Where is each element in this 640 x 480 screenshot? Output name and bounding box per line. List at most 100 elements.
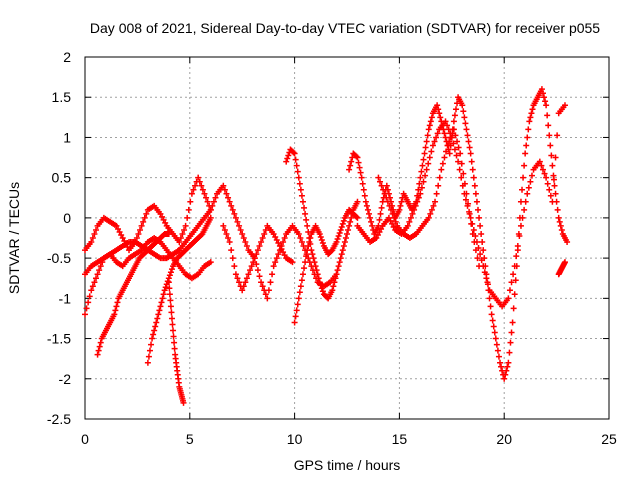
data-point xyxy=(386,202,393,209)
data-point xyxy=(462,196,469,203)
data-point xyxy=(239,230,246,237)
data-point xyxy=(228,202,235,209)
data-point xyxy=(334,236,341,243)
data-point xyxy=(547,192,554,199)
data-point xyxy=(162,284,169,291)
data-point xyxy=(477,251,484,258)
data-point xyxy=(422,172,429,179)
data-point xyxy=(564,239,571,246)
data-point xyxy=(141,214,148,221)
grid-layer xyxy=(85,57,609,419)
data-point xyxy=(188,190,195,197)
data-point xyxy=(234,275,241,282)
data-point xyxy=(463,126,470,133)
data-point xyxy=(298,192,305,199)
data-point xyxy=(346,222,353,229)
data-point xyxy=(313,267,320,274)
data-point xyxy=(471,182,478,189)
data-point xyxy=(336,259,343,266)
data-point xyxy=(451,146,458,153)
data-point xyxy=(95,347,102,354)
data-point xyxy=(297,186,304,193)
data-point xyxy=(168,266,175,273)
data-point xyxy=(91,230,98,237)
data-point xyxy=(418,184,425,191)
data-point xyxy=(529,106,536,113)
data-point xyxy=(429,142,436,149)
data-point xyxy=(374,231,381,238)
data-point xyxy=(441,130,448,137)
data-point xyxy=(547,142,554,149)
data-point xyxy=(527,114,534,121)
data-point xyxy=(419,162,426,169)
data-point xyxy=(554,132,561,139)
data-point xyxy=(342,235,349,241)
data-point xyxy=(333,239,340,246)
data-point xyxy=(428,148,435,155)
data-point xyxy=(270,230,277,237)
data-point xyxy=(472,247,479,254)
data-point xyxy=(144,359,151,366)
data-point xyxy=(478,230,485,237)
data-point xyxy=(373,235,380,241)
data-point xyxy=(441,154,448,161)
data-point xyxy=(119,235,126,241)
data-point xyxy=(389,220,396,227)
data-point xyxy=(369,222,376,229)
data-point xyxy=(528,172,535,179)
data-point xyxy=(460,170,467,177)
series-track-6 xyxy=(165,279,187,406)
data-point xyxy=(115,225,122,232)
data-point xyxy=(390,223,397,230)
data-point xyxy=(512,277,519,284)
data-point xyxy=(171,345,178,352)
data-point xyxy=(112,307,119,314)
data-point xyxy=(296,180,303,187)
data-point xyxy=(432,198,439,205)
data-point xyxy=(552,190,559,197)
data-point xyxy=(297,235,304,241)
data-point xyxy=(199,186,206,193)
data-point xyxy=(479,239,486,246)
series-track-3 xyxy=(82,206,214,278)
data-point xyxy=(378,182,385,189)
data-point xyxy=(201,190,208,197)
data-point xyxy=(385,214,392,221)
data-point xyxy=(157,210,164,217)
data-point xyxy=(250,259,257,266)
data-point xyxy=(524,134,531,141)
data-point xyxy=(96,343,103,350)
data-point xyxy=(418,168,425,175)
data-point xyxy=(442,134,449,141)
data-point xyxy=(558,226,565,233)
data-point xyxy=(170,333,177,340)
data-point xyxy=(273,237,280,244)
data-point xyxy=(337,226,344,233)
data-point xyxy=(489,317,496,324)
data-point xyxy=(280,239,287,246)
data-point xyxy=(415,194,422,201)
y-axis-label: SDTVAR / TECUs xyxy=(6,182,22,294)
data-point xyxy=(154,315,161,322)
data-point xyxy=(158,299,165,306)
data-point xyxy=(539,166,546,173)
data-point xyxy=(265,287,272,294)
data-point xyxy=(545,122,552,129)
series-track-9 xyxy=(291,206,361,326)
data-point xyxy=(297,283,304,290)
data-point xyxy=(97,263,104,270)
data-point xyxy=(135,230,142,237)
data-point xyxy=(231,210,238,217)
data-point xyxy=(111,311,118,318)
data-point xyxy=(354,154,361,161)
data-point xyxy=(167,297,174,304)
data-point xyxy=(254,247,261,254)
data-point xyxy=(528,110,535,117)
data-point xyxy=(427,118,434,125)
data-point xyxy=(391,214,398,221)
data-point xyxy=(88,287,95,294)
data-point xyxy=(473,198,480,205)
data-point xyxy=(234,218,241,225)
data-point xyxy=(203,194,210,201)
data-point xyxy=(228,247,235,254)
